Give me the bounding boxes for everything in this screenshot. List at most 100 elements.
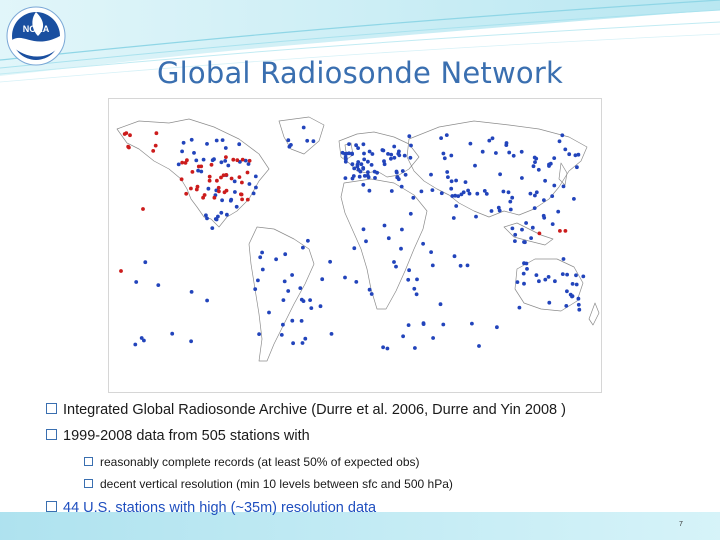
station-marker-global [286,138,291,143]
station-marker-global [196,168,200,173]
station-marker-us-high-res [179,177,184,182]
station-marker-global [530,225,535,230]
station-marker-global [234,204,239,209]
station-marker-global [351,174,356,178]
station-marker-global [468,141,473,146]
bullet-text: Integrated Global Radiosonde Archive (Du… [63,402,566,418]
station-marker-global [446,175,450,179]
station-marker-global [465,263,470,268]
station-marker-global [232,179,237,184]
station-marker-global [396,151,401,156]
station-marker-global [517,305,522,310]
station-marker-global [300,341,305,345]
station-marker-global [226,163,231,168]
station-marker-global [366,175,371,180]
station-marker-global [283,252,288,257]
station-marker-global [253,174,258,179]
station-marker-global [156,283,161,287]
station-marker-global [543,277,548,282]
station-marker-global [246,162,251,166]
station-marker-global [533,193,537,198]
station-marker-global [394,169,399,174]
station-marker-us-high-res [231,157,236,162]
coastline-north-america [116,118,270,228]
station-marker-global [370,152,375,156]
coastline-australia [514,258,584,312]
station-marker-global [536,167,541,172]
station-marker-global [194,158,199,163]
station-marker-us-high-res [119,269,123,273]
station-marker-global [482,189,487,193]
station-marker-global [412,286,417,291]
station-marker-global [361,227,366,232]
station-marker-global [552,183,557,188]
station-marker-global [176,162,181,167]
station-marker-global [407,268,411,273]
station-marker-global [205,142,209,146]
station-marker-global [474,214,478,219]
station-marker-global [511,153,516,158]
station-marker-global [134,280,139,284]
station-marker-us-high-res [190,170,195,174]
station-marker-global [528,191,533,196]
station-marker-global [415,277,419,282]
station-marker-global [392,260,396,264]
station-marker-us-high-res [189,186,193,191]
station-marker-global [504,141,509,145]
station-marker-global [352,166,357,171]
station-marker-global [362,174,367,178]
station-marker-global [533,160,537,164]
station-marker-global [400,169,405,173]
station-marker-global [409,143,413,148]
station-marker-global [401,334,405,339]
station-marker-global [439,136,443,140]
page-number: 7 [679,521,683,528]
station-marker-us-high-res [237,175,242,179]
station-marker-global [343,176,348,180]
station-marker-global [513,232,518,237]
station-marker-global [394,264,398,269]
station-marker-global [382,223,387,228]
station-marker-us-high-res [558,229,562,233]
station-marker-global [189,137,194,142]
station-marker-global [219,210,224,215]
station-marker-global [354,143,358,148]
station-marker-global [362,151,366,156]
station-marker-us-high-res [153,143,158,148]
station-marker-global [305,138,310,143]
station-marker-global [550,222,555,226]
station-marker-global [139,336,144,340]
station-marker-global [459,192,464,197]
station-marker-global [496,205,501,210]
coastline-africa [340,178,428,310]
station-marker-global [366,159,370,164]
station-marker-global [356,160,361,164]
station-marker-global [214,138,219,143]
station-marker-global [142,338,146,343]
station-marker-global [189,339,193,344]
station-marker-global [565,272,569,277]
station-marker-global [484,192,489,196]
station-marker-global [220,138,225,142]
station-marker-global [243,158,248,163]
station-marker-global [542,215,547,220]
station-marker-us-high-res [216,185,221,190]
station-marker-global [574,273,578,278]
station-marker-us-high-res [245,197,250,202]
square-bullet-icon [84,479,93,488]
station-marker-global [576,296,581,301]
station-marker-global [520,176,524,180]
station-marker-global [233,190,237,194]
station-marker-global [581,274,586,279]
station-marker-global [515,280,520,284]
station-marker-global [561,257,566,261]
coastline-greenland [278,116,325,155]
station-marker-us-high-res [215,178,219,183]
station-marker-global [497,208,502,213]
station-marker-global [399,246,403,251]
station-marker-us-high-res [222,190,227,195]
station-marker-global [309,306,314,310]
station-marker-global [487,138,492,143]
station-marker-global [453,193,458,198]
